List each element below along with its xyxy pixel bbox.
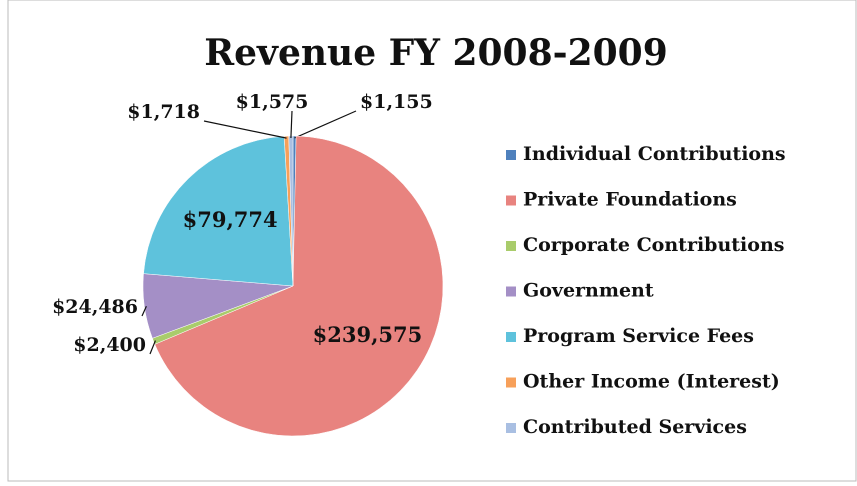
legend-label: Individual Contributions (523, 143, 786, 165)
data-label: $1,155 (360, 91, 433, 113)
data-label: $239,575 (313, 322, 423, 347)
legend-swatch (506, 332, 516, 342)
data-label: $79,774 (183, 207, 278, 232)
legend-label: Other Income (Interest) (523, 371, 780, 393)
legend-swatch (506, 195, 516, 206)
leader-line (290, 110, 293, 139)
legend-swatch (506, 150, 516, 160)
legend-swatch (506, 423, 516, 433)
leader-line (141, 305, 147, 317)
data-label: $2,400 (73, 334, 146, 356)
pie-slice (154, 135, 444, 437)
legend-label: Private Foundations (523, 189, 737, 211)
legend-swatch (506, 241, 516, 251)
legend-label: Government (523, 280, 654, 302)
legend-swatch (506, 377, 516, 388)
data-label: $24,486 (52, 296, 138, 318)
data-label: $1,575 (236, 91, 309, 113)
data-label: $1,718 (127, 101, 200, 123)
legend-label: Program Service Fees (523, 325, 754, 347)
leader-line (203, 120, 287, 139)
pie-slice (143, 135, 294, 287)
legend-swatch (506, 286, 516, 297)
leader-line (294, 110, 357, 139)
leader-line (149, 340, 156, 355)
chart-title: Revenue FY 2008-2009 (204, 32, 668, 74)
legend-label: Contributed Services (523, 416, 747, 438)
legend-label: Corporate Contributions (523, 234, 784, 256)
